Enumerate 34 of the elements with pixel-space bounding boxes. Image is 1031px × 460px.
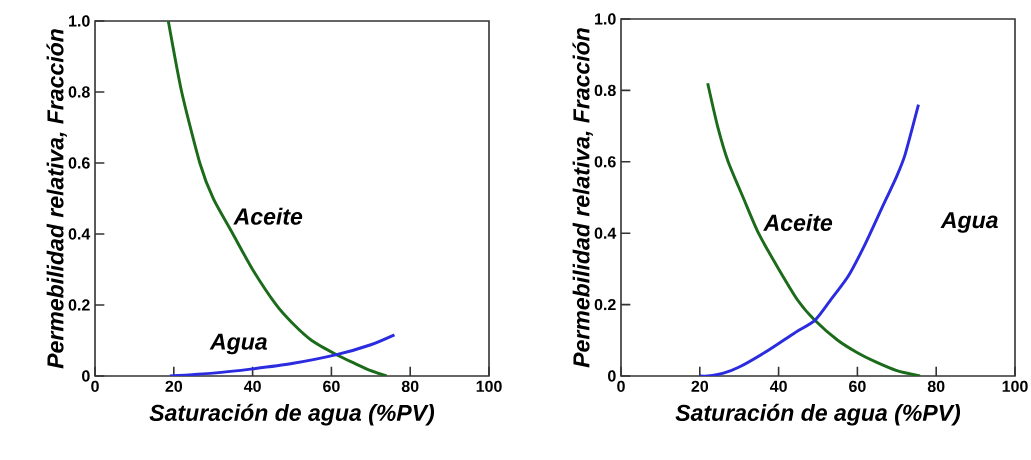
x-tick-label: 0 [617, 380, 625, 393]
series-label: Aceite [763, 214, 833, 231]
series-label: Agua [209, 333, 267, 355]
y-tick-label: 0.2 [68, 299, 90, 311]
y-tick-label: 1.0 [595, 13, 616, 25]
x-tick-label: 40 [769, 380, 787, 393]
y-tick-label: 0.6 [68, 157, 90, 169]
x-axis-title: Saturación de agua (%PV) [149, 403, 435, 426]
line-series [168, 333, 396, 376]
x-axis-title: Saturación de agua (%PV) [675, 403, 961, 426]
x-tick-label: 20 [691, 380, 709, 393]
y-tick-label: 0.8 [594, 84, 616, 97]
x-tick-label: 100 [1002, 380, 1028, 393]
x-tick-label: 80 [401, 380, 419, 393]
y-tick-label: 0 [608, 370, 616, 382]
y-axis-title: Permebilidad relativa, Fracción [46, 29, 67, 369]
line-series [166, 20, 389, 376]
x-tick-label: 60 [849, 380, 866, 393]
x-tick-label: 80 [927, 380, 945, 393]
x-tick-label: 60 [323, 380, 340, 393]
y-axis-title: Permebilidad relativa, Fracción [572, 28, 593, 368]
y-tick-label: 0.2 [594, 298, 616, 311]
text: Agua [940, 212, 998, 233]
x-tick-label: 40 [243, 380, 261, 393]
y-tick-label: 0.8 [68, 86, 90, 98]
x-tick-label: 0 [91, 380, 99, 393]
y-tick-label: 0.6 [594, 156, 616, 168]
y-tick-label: 0.4 [594, 227, 617, 239]
x-tick-label: 20 [165, 380, 183, 393]
x-tick-label: 100 [476, 380, 502, 393]
series-label: Aceite [233, 207, 303, 225]
y-tick-label: 0.4 [68, 228, 91, 240]
y-tick-label: 0 [82, 370, 90, 382]
y-tick-label: 1.0 [69, 15, 90, 27]
